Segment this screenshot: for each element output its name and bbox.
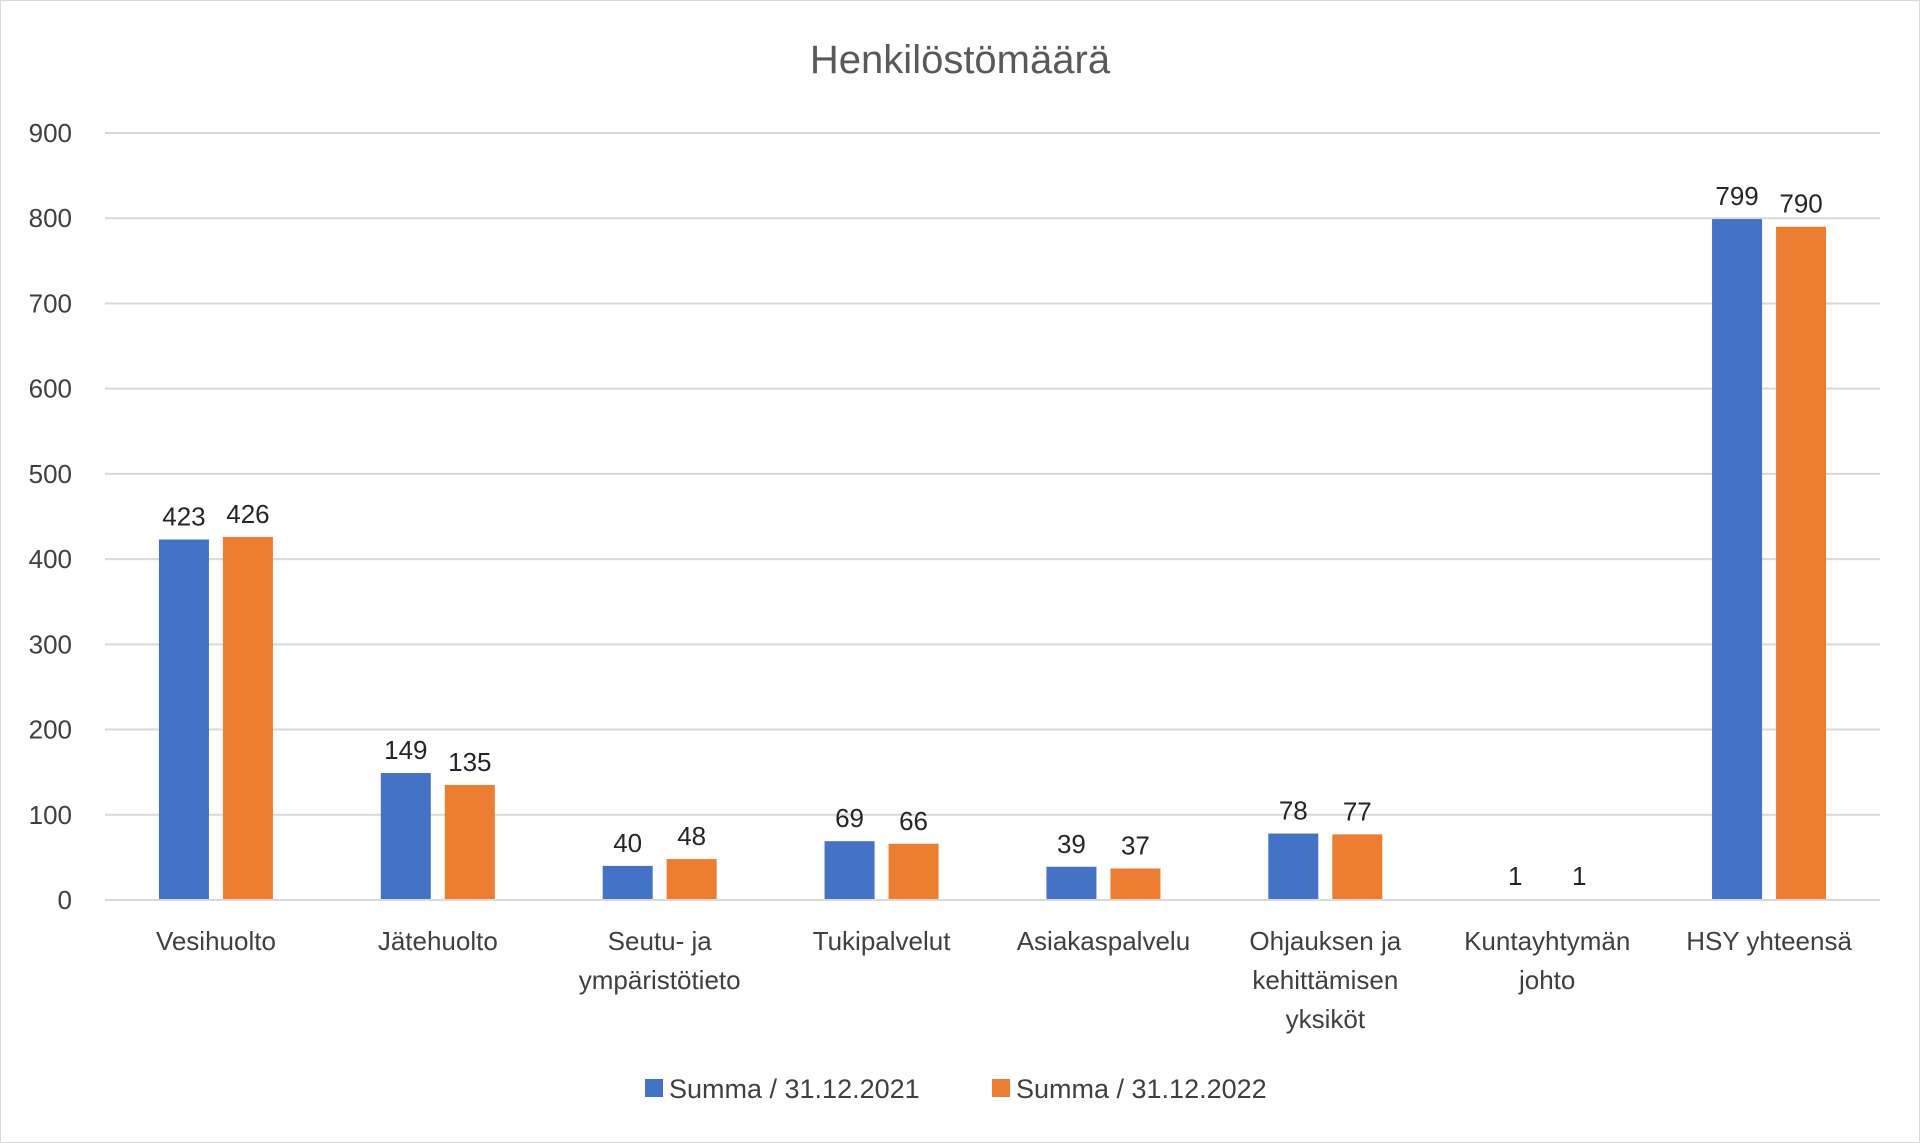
bar-1-3 <box>888 843 939 900</box>
x-tick-label: Vesihuolto <box>156 926 276 956</box>
bar-0-4 <box>1046 866 1097 900</box>
data-label: 39 <box>1057 829 1086 859</box>
bar-0-2 <box>602 865 653 900</box>
data-label: 37 <box>1121 830 1150 860</box>
y-tick-label: 300 <box>29 629 72 659</box>
bars <box>158 219 1827 900</box>
bar-0-0 <box>158 539 209 900</box>
y-tick-label: 100 <box>29 800 72 830</box>
legend-swatch <box>992 1079 1010 1097</box>
gridlines <box>105 132 1880 901</box>
data-label: 48 <box>677 821 706 851</box>
legend-item-1: Summa / 31.12.2022 <box>992 1074 1267 1104</box>
y-axis: 0 100 200 300 400 500 600 700 800 900 <box>29 118 72 915</box>
x-tick-label: Kuntayhtymän <box>1464 926 1630 956</box>
data-label: 77 <box>1343 796 1372 826</box>
chart-title: Henkilöstömäärä <box>810 38 1111 82</box>
bar-1-4 <box>1110 868 1161 900</box>
x-tick-label: kehittämisen <box>1252 965 1398 995</box>
legend-swatch <box>645 1079 663 1097</box>
bar-1-5 <box>1332 834 1383 900</box>
bar-1-2 <box>666 859 717 900</box>
data-labels: 423 426 149 135 40 48 69 66 39 37 78 77 1 1 799 790 <box>162 181 1823 891</box>
bar-0-7 <box>1712 219 1763 900</box>
x-tick-label: Ohjauksen ja <box>1249 926 1401 956</box>
bar-1-1 <box>444 784 495 900</box>
data-label: 426 <box>226 499 269 529</box>
data-label: 1 <box>1508 861 1522 891</box>
legend-label: Summa / 31.12.2022 <box>1016 1074 1267 1104</box>
bar-0-3 <box>824 841 875 900</box>
y-tick-label: 700 <box>29 288 72 318</box>
legend-label: Summa / 31.12.2021 <box>669 1074 920 1104</box>
bar-0-1 <box>380 773 431 900</box>
x-tick-label: Tukipalvelut <box>813 926 952 956</box>
x-tick-label: Seutu- ja <box>608 926 713 956</box>
x-tick-label: johto <box>1518 965 1575 995</box>
bar-0-5 <box>1268 833 1319 900</box>
x-tick-label: Jätehuolto <box>378 926 498 956</box>
x-tick-label: yksiköt <box>1286 1004 1366 1034</box>
data-label: 40 <box>613 828 642 858</box>
y-tick-label: 0 <box>58 885 72 915</box>
legend: Summa / 31.12.2021 Summa / 31.12.2022 <box>645 1074 1267 1104</box>
data-label: 1 <box>1572 861 1586 891</box>
data-label: 423 <box>162 502 205 532</box>
data-label: 69 <box>835 803 864 833</box>
y-tick-label: 800 <box>29 203 72 233</box>
x-tick-label: Asiakaspalvelu <box>1017 926 1190 956</box>
legend-item-0: Summa / 31.12.2021 <box>645 1074 920 1104</box>
data-label: 78 <box>1279 796 1308 826</box>
data-label: 66 <box>899 806 928 836</box>
x-tick-label: ympäristötieto <box>579 965 741 995</box>
bar-1-7 <box>1776 226 1827 900</box>
y-tick-label: 900 <box>29 118 72 148</box>
y-tick-label: 200 <box>29 715 72 745</box>
y-tick-label: 400 <box>29 544 72 574</box>
x-tick-label: HSY yhteensä <box>1686 926 1852 956</box>
bar-1-0 <box>222 536 273 900</box>
data-label: 790 <box>1779 189 1822 219</box>
y-tick-label: 600 <box>29 374 72 404</box>
data-label: 135 <box>448 747 491 777</box>
data-label: 799 <box>1715 181 1758 211</box>
y-tick-label: 500 <box>29 459 72 489</box>
x-axis: Vesihuolto Jätehuolto Seutu- ja ympäristöti… <box>105 899 1880 1034</box>
data-label: 149 <box>384 735 427 765</box>
